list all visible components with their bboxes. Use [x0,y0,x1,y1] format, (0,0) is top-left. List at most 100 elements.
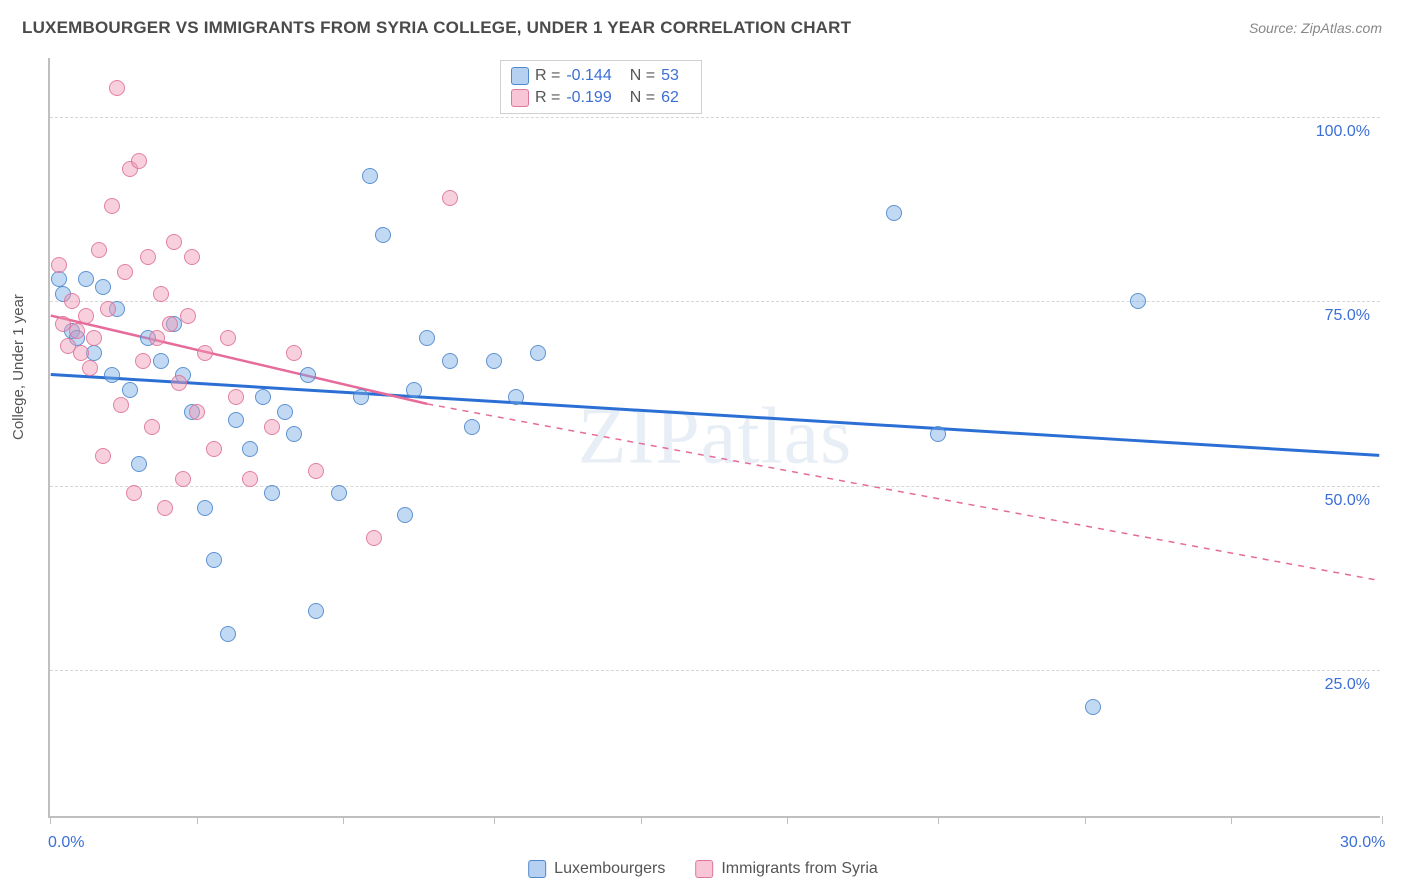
data-point [95,279,111,295]
data-point [51,271,67,287]
data-point [362,168,378,184]
data-point [166,234,182,250]
data-point [109,80,125,96]
gridline [50,301,1380,302]
data-point [153,286,169,302]
legend-item: Immigrants from Syria [695,860,877,878]
data-point [64,293,80,309]
x-tick [641,816,642,824]
x-tick [1085,816,1086,824]
data-point [86,330,102,346]
data-point [197,345,213,361]
data-point [69,323,85,339]
data-point [264,419,280,435]
data-point [104,198,120,214]
data-point [144,419,160,435]
legend-n-label: N = [630,67,655,85]
correlation-legend: R = -0.144 N = 53 R = -0.199 N = 62 [500,60,702,114]
x-tick [343,816,344,824]
data-point [220,330,236,346]
data-point [91,242,107,258]
x-tick [494,816,495,824]
data-point [180,308,196,324]
watermark-text: ZIPatlas [578,392,853,483]
data-point [149,330,165,346]
data-point [308,463,324,479]
x-tick [938,816,939,824]
data-point [171,375,187,391]
data-point [530,345,546,361]
data-point [135,353,151,369]
data-point [153,353,169,369]
data-point [126,485,142,501]
data-point [104,367,120,383]
source-attribution: Source: ZipAtlas.com [1249,20,1382,36]
data-point [406,382,422,398]
data-point [353,389,369,405]
x-tick [197,816,198,824]
legend-swatch [695,860,713,878]
data-point [131,153,147,169]
legend-n-label: N = [630,89,655,107]
data-point [486,353,502,369]
data-point [220,626,236,642]
data-point [117,264,133,280]
data-point [375,227,391,243]
legend-n-value: 53 [661,67,679,85]
plot-area: ZIPatlas 25.0% 50.0% 75.0% 100.0% [48,58,1380,818]
x-tick [787,816,788,824]
legend-r-label: R = [535,67,560,85]
data-point [242,471,258,487]
data-point [189,404,205,420]
data-point [277,404,293,420]
data-point [442,190,458,206]
gridline [50,117,1380,118]
data-point [157,500,173,516]
data-point [113,397,129,413]
y-tick-label: 50.0% [1325,492,1370,510]
data-point [464,419,480,435]
data-point [175,471,191,487]
data-point [78,271,94,287]
x-tick [1382,816,1383,824]
data-point [930,426,946,442]
data-point [419,330,435,346]
legend-row: R = -0.199 N = 62 [511,87,691,109]
data-point [162,316,178,332]
y-axis-title: College, Under 1 year [10,294,27,440]
data-point [242,441,258,457]
chart-title: LUXEMBOURGER VS IMMIGRANTS FROM SYRIA CO… [22,18,851,38]
data-point [286,426,302,442]
data-point [95,448,111,464]
data-point [131,456,147,472]
legend-swatch [511,67,529,85]
data-point [206,552,222,568]
legend-row: R = -0.144 N = 53 [511,65,691,87]
data-point [140,249,156,265]
data-point [73,345,89,361]
y-tick-label: 25.0% [1325,676,1370,694]
data-point [442,353,458,369]
legend-r-value: -0.199 [566,89,611,107]
x-tick [1231,816,1232,824]
data-point [82,360,98,376]
legend-swatch [511,89,529,107]
data-point [508,389,524,405]
data-point [308,603,324,619]
data-point [184,249,200,265]
data-point [255,389,271,405]
data-point [228,389,244,405]
data-point [122,382,138,398]
data-point [228,412,244,428]
data-point [78,308,94,324]
y-tick-label: 100.0% [1316,123,1370,141]
data-point [331,485,347,501]
data-point [886,205,902,221]
gridline [50,670,1380,671]
legend-swatch [528,860,546,878]
data-point [51,257,67,273]
data-point [300,367,316,383]
legend-label: Luxembourgers [554,860,665,878]
series-legend: Luxembourgers Immigrants from Syria [528,860,878,878]
y-tick-label: 75.0% [1325,307,1370,325]
